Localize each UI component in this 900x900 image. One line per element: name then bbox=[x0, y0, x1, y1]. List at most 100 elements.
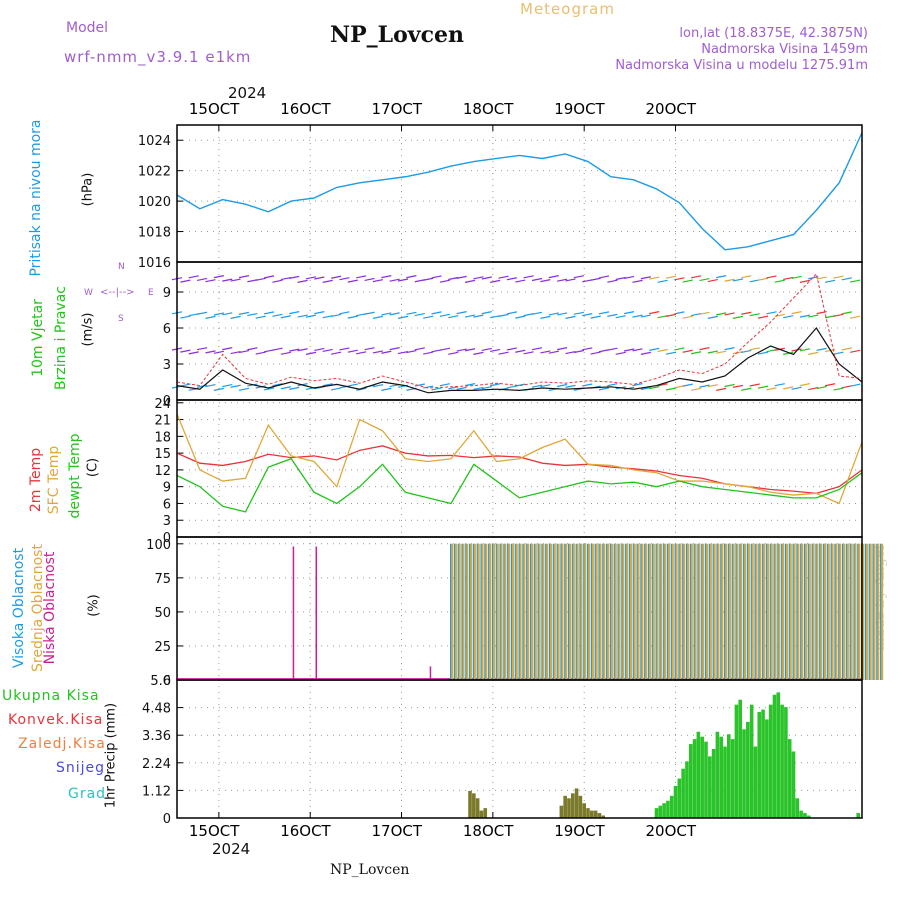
wind-barb bbox=[364, 277, 375, 282]
wind-barb bbox=[649, 347, 660, 351]
wind-barb bbox=[356, 351, 367, 355]
precip-bar bbox=[578, 795, 583, 818]
model-name: wrf-nmm_v3.9.1 e1km bbox=[64, 48, 252, 66]
precip-bar bbox=[795, 798, 800, 818]
wind-barb bbox=[456, 311, 467, 315]
wind-barb bbox=[439, 313, 451, 317]
wind-barb bbox=[238, 275, 250, 279]
wind-speed-line bbox=[176, 326, 863, 394]
wind-barb bbox=[632, 279, 643, 283]
wind-barb bbox=[808, 386, 819, 391]
wind-barb bbox=[498, 313, 509, 317]
wind-barb bbox=[322, 348, 333, 353]
y-tick-label: 0 bbox=[163, 394, 171, 409]
y-tick-label: 3 bbox=[163, 514, 171, 529]
wind-barb bbox=[431, 387, 442, 391]
wind-barb bbox=[699, 277, 710, 282]
wind-barb bbox=[381, 275, 392, 279]
wind-barb bbox=[305, 276, 317, 280]
wind-barb bbox=[230, 315, 241, 319]
precip-bar bbox=[776, 692, 781, 818]
wind-barb bbox=[389, 347, 400, 351]
wind-barb bbox=[188, 275, 199, 279]
wind-barb bbox=[808, 314, 819, 318]
precip-bar bbox=[707, 756, 712, 818]
wind-barb bbox=[247, 347, 258, 351]
wind-barb bbox=[347, 349, 358, 353]
precip-bar bbox=[673, 785, 678, 818]
wind-barb bbox=[615, 351, 626, 355]
wind-barb bbox=[364, 311, 375, 315]
legend-hail: Grad bbox=[68, 786, 107, 802]
wind-barb bbox=[749, 383, 760, 387]
wind-barb bbox=[557, 347, 568, 351]
lonlat-text: lon,lat (18.8375E, 42.3875N) bbox=[679, 26, 868, 41]
wind-barb bbox=[196, 311, 208, 315]
wind-barb bbox=[297, 314, 308, 318]
precip-bar bbox=[593, 810, 598, 818]
wind-barb bbox=[222, 383, 233, 388]
wind-barb bbox=[238, 387, 250, 391]
precip-bar bbox=[768, 704, 773, 818]
y-tick-label: 12 bbox=[154, 464, 171, 479]
precip-bar bbox=[749, 704, 754, 818]
wind-barb bbox=[431, 349, 442, 353]
wind-barb bbox=[716, 275, 727, 279]
wind-barb bbox=[347, 383, 358, 387]
wind-barb bbox=[498, 275, 509, 279]
wind-barb bbox=[799, 348, 811, 352]
precip-bar bbox=[586, 808, 590, 818]
wind-barb bbox=[850, 349, 861, 353]
wind-barb bbox=[749, 279, 760, 283]
wind-barb bbox=[791, 386, 802, 390]
wind-barb bbox=[289, 311, 300, 315]
wind-barb bbox=[196, 277, 208, 282]
top-date-label: 16OCT bbox=[280, 100, 331, 118]
bottom-date-label: 18OCT bbox=[462, 822, 514, 840]
wind-barb bbox=[456, 275, 467, 279]
y-tick-label: 9 bbox=[163, 481, 171, 496]
wind-barb bbox=[531, 347, 543, 351]
wind-barb bbox=[506, 347, 518, 351]
wind-barb bbox=[833, 313, 844, 317]
wind-barb bbox=[657, 383, 668, 387]
wind-barb bbox=[180, 349, 191, 353]
precip-bar bbox=[799, 810, 803, 818]
wind-barb bbox=[481, 386, 492, 390]
wind-barb bbox=[707, 384, 718, 388]
precip-bar bbox=[475, 798, 480, 818]
y-tick-label: 5.6 bbox=[150, 674, 171, 689]
precip-bar bbox=[772, 694, 777, 818]
wind-barb bbox=[841, 311, 852, 315]
wind-barb bbox=[397, 278, 409, 282]
sfctemp-line bbox=[176, 413, 863, 505]
wind-barb bbox=[339, 347, 350, 351]
wind-barb bbox=[372, 384, 384, 388]
wind-barb bbox=[448, 315, 459, 319]
wind-barb bbox=[565, 384, 576, 388]
wind-barb bbox=[749, 347, 760, 351]
y-tick-label: 21 bbox=[154, 414, 171, 429]
wind-barb bbox=[783, 386, 794, 390]
wind-barb bbox=[557, 383, 568, 388]
wind-barb bbox=[473, 351, 484, 355]
wind-barb bbox=[724, 383, 735, 388]
precip-bar bbox=[479, 810, 484, 818]
wind-barb bbox=[255, 315, 266, 319]
wind-barb bbox=[506, 277, 518, 281]
precip-bar bbox=[700, 736, 704, 818]
wind-barb bbox=[414, 383, 425, 387]
precip-bar bbox=[570, 793, 575, 818]
wind-barb bbox=[649, 311, 660, 315]
wind-barb bbox=[205, 279, 216, 283]
y-tick-label: 1018 bbox=[138, 226, 171, 241]
wind-barb bbox=[699, 347, 710, 351]
wind-barb bbox=[716, 312, 727, 316]
y-tick-label: 0 bbox=[163, 812, 171, 827]
precip-bar bbox=[734, 704, 739, 818]
wind-barb bbox=[322, 279, 333, 283]
y-tick-label: 15 bbox=[154, 447, 171, 462]
wind-barb bbox=[665, 387, 677, 391]
wind-barb bbox=[297, 348, 308, 352]
